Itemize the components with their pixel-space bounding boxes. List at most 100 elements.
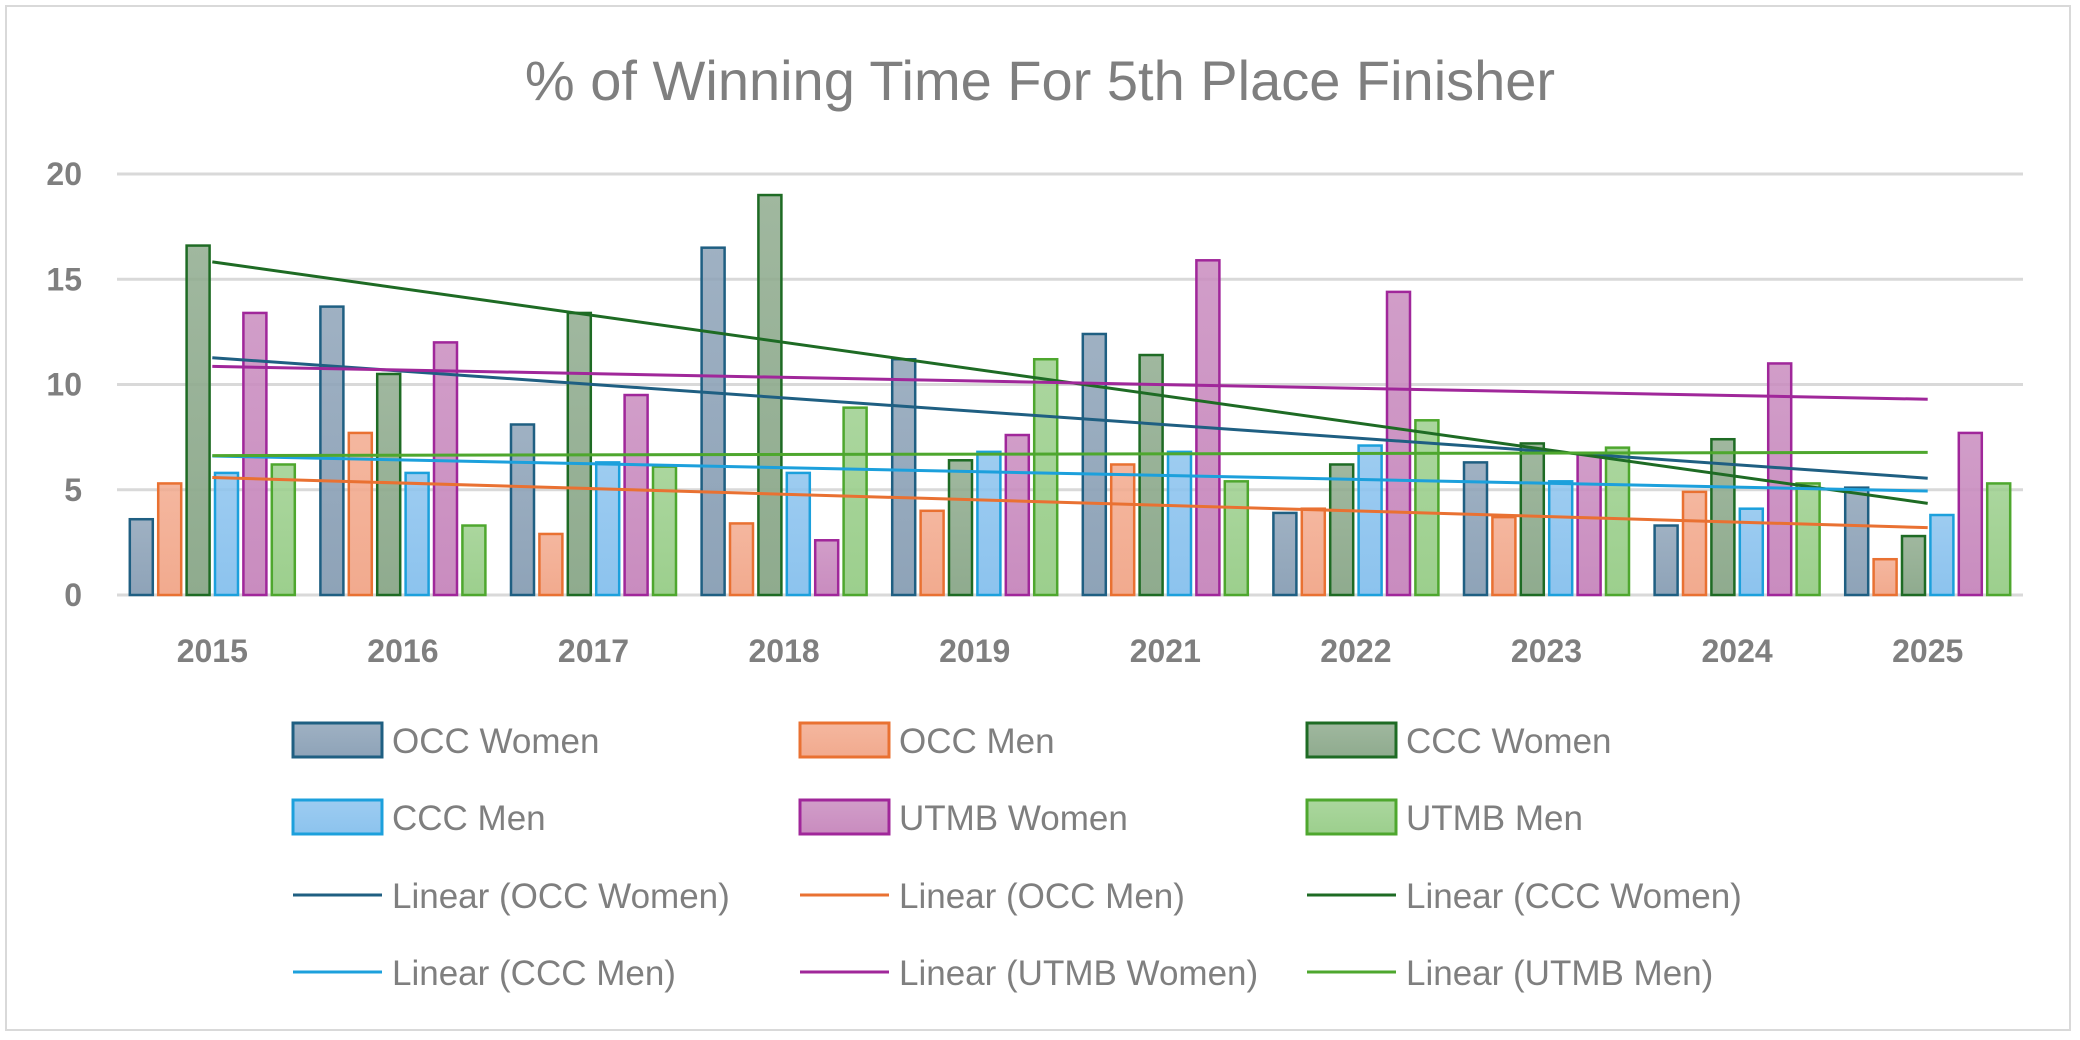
- legend-label: CCC Men: [392, 799, 546, 838]
- bar-utmb-men: [461, 524, 487, 597]
- trendline: [212, 356, 1928, 480]
- legend-item: Linear (CCC Men): [293, 954, 676, 993]
- bar-ccc-men: [1738, 507, 1765, 597]
- bar-occ-women: [1462, 461, 1489, 597]
- y-tick-label: 15: [46, 261, 82, 297]
- bar-occ-women: [890, 357, 917, 597]
- legend-item: UTMB Men: [1305, 798, 1583, 838]
- legend-label: CCC Women: [1406, 722, 1612, 761]
- legend-label: Linear (UTMB Men): [1406, 954, 1713, 993]
- legend-label: UTMB Men: [1406, 799, 1583, 838]
- bar-utmb-women: [1385, 290, 1412, 597]
- y-tick-label: 5: [64, 472, 82, 508]
- y-tick-label: 0: [64, 577, 82, 613]
- bar-ccc-men: [785, 471, 812, 597]
- bar-utmb-men: [1414, 419, 1440, 597]
- bar-ccc-men: [1357, 444, 1383, 597]
- bar-occ-women: [1272, 511, 1298, 597]
- trendline: [212, 364, 1928, 401]
- bar-ccc-women: [375, 372, 402, 597]
- bar-utmb-women: [1766, 362, 1793, 597]
- bar-occ-men: [1872, 557, 1898, 597]
- bar-ccc-women: [1519, 442, 1546, 597]
- bar-occ-men: [1109, 463, 1136, 597]
- legend: OCC Women OCC Men CCC Women CCC Men UTMB Wom…: [291, 721, 1742, 993]
- bar-ccc-women: [185, 244, 211, 597]
- x-axis-ticks: 2015 2016 2017 2018 2019 2021 2022 2023 2024 2025: [177, 633, 1964, 669]
- x-tick-label: 2015: [177, 633, 248, 669]
- bar-occ-men: [919, 509, 945, 597]
- x-tick-label: 2024: [1702, 633, 1773, 669]
- x-tick-label: 2021: [1130, 633, 1201, 669]
- y-axis-ticks: 0 5 10 15 20: [46, 156, 82, 613]
- bar-utmb-men: [1223, 480, 1250, 597]
- bar-ccc-men: [1929, 513, 1955, 597]
- x-tick-label: 2016: [367, 633, 438, 669]
- chart-frame: [5, 5, 2071, 1031]
- legend-label: UTMB Women: [899, 799, 1128, 838]
- bar-occ-women: [509, 423, 536, 597]
- x-tick-label: 2022: [1320, 633, 1391, 669]
- bar-ccc-men: [404, 471, 430, 597]
- legend-label: OCC Women: [392, 722, 599, 761]
- bar-utmb-women: [432, 341, 459, 597]
- bar-occ-women: [1843, 486, 1870, 597]
- y-tick-label: 10: [46, 367, 82, 403]
- x-tick-label: 2025: [1892, 633, 1963, 669]
- bar-ccc-women: [947, 459, 974, 597]
- legend-swatch: [798, 721, 891, 759]
- bar-utmb-men: [1032, 357, 1059, 597]
- legend-item: OCC Women: [291, 721, 599, 761]
- bar-occ-women: [1081, 332, 1108, 597]
- bar-occ-men: [728, 522, 755, 597]
- trendline: [212, 476, 1928, 530]
- bar-occ-men: [1681, 490, 1708, 597]
- chart-title: % of Winning Time For 5th Place Finisher: [525, 49, 1555, 112]
- trendlines: [212, 260, 1928, 530]
- legend-label: Linear (CCC Men): [392, 954, 676, 993]
- legend-label: Linear (UTMB Women): [899, 954, 1258, 993]
- bars: [128, 193, 2012, 597]
- bar-occ-men: [347, 431, 374, 597]
- bar-utmb-women: [1004, 433, 1031, 597]
- legend-item: Linear (UTMB Women): [800, 954, 1258, 993]
- legend-label: Linear (OCC Men): [899, 877, 1185, 916]
- bar-occ-women: [319, 305, 345, 597]
- legend-item: Linear (UTMB Men): [1307, 954, 1713, 993]
- bar-utmb-men: [842, 406, 868, 597]
- bar-ccc-men: [594, 461, 621, 597]
- legend-label: Linear (CCC Women): [1406, 877, 1742, 916]
- bar-utmb-men: [270, 463, 297, 597]
- bar-ccc-women: [1328, 463, 1355, 597]
- y-tick-label: 20: [46, 156, 82, 192]
- bar-occ-women: [1653, 524, 1679, 597]
- legend-item: UTMB Women: [798, 798, 1128, 838]
- x-tick-label: 2019: [939, 633, 1010, 669]
- bar-ccc-men: [976, 450, 1002, 597]
- bar-utmb-men: [651, 465, 678, 597]
- x-tick-label: 2017: [558, 633, 629, 669]
- trendline: [212, 450, 1928, 458]
- bar-occ-men: [1300, 507, 1327, 597]
- bar-ccc-men: [213, 471, 240, 597]
- legend-item: CCC Men: [291, 798, 546, 838]
- legend-item: Linear (OCC Men): [800, 877, 1185, 916]
- bar-occ-men: [156, 482, 183, 597]
- bar-utmb-men: [1795, 482, 1821, 597]
- legend-swatch: [798, 798, 891, 836]
- bar-occ-women: [700, 246, 726, 597]
- legend-label: OCC Men: [899, 722, 1055, 761]
- legend-label: Linear (OCC Women): [392, 877, 730, 916]
- legend-swatch: [291, 721, 384, 759]
- x-tick-label: 2023: [1511, 633, 1582, 669]
- bar-utmb-women: [813, 539, 840, 597]
- legend-item: CCC Women: [1305, 721, 1612, 761]
- bar-ccc-women: [1900, 534, 1927, 597]
- bar-ccc-men: [1166, 450, 1193, 597]
- bar-ccc-men: [1547, 480, 1574, 597]
- legend-swatch: [291, 798, 384, 836]
- bar-utmb-men: [1604, 446, 1631, 597]
- bar-utmb-women: [623, 393, 649, 597]
- trendline: [212, 454, 1928, 493]
